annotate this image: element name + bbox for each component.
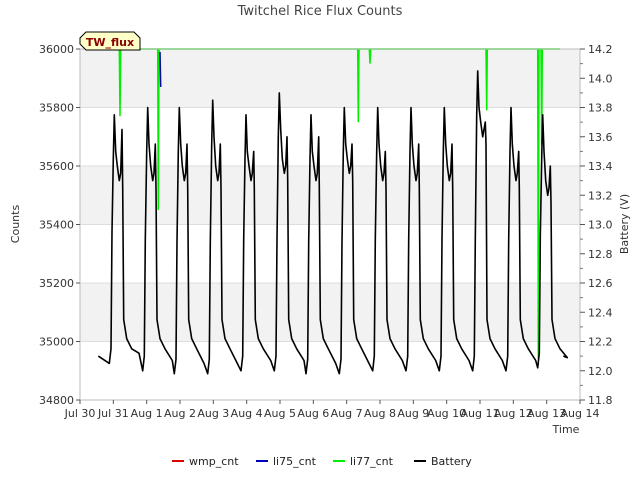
chart-title: Twitchel Rice Flux Counts xyxy=(237,4,403,19)
li75-cnt-line xyxy=(159,51,162,88)
legend-label: Battery xyxy=(431,455,472,468)
y-right-tick-label: 12.6 xyxy=(588,277,613,290)
x-axis: Jul 30 Jul 31 Aug 1 Aug 2 Aug 3 Aug 4 Aug 5 Aug… xyxy=(64,400,600,420)
y-right-tick-label: 12.4 xyxy=(588,306,613,319)
legend-label: li77_cnt xyxy=(350,455,394,468)
y-left-tick-label: 35000 xyxy=(39,336,74,349)
x-tick-label: Aug 3 xyxy=(197,407,229,420)
y-right-tick-label: 13.8 xyxy=(588,102,613,115)
x-tick-label: Jul 31 xyxy=(97,407,129,420)
y-left-tick-label: 35200 xyxy=(39,277,74,290)
x-axis-label: Time xyxy=(552,423,580,436)
y-right-tick-label: 13.4 xyxy=(588,160,613,173)
site-badge: TW_flux xyxy=(79,31,141,51)
y-right-tick-label: 13.2 xyxy=(588,189,613,202)
y-left-tick-label: 35600 xyxy=(39,160,74,173)
x-tick-label: Aug 7 xyxy=(331,407,363,420)
y-right-tick-label: 14.2 xyxy=(588,43,613,56)
site-badge-box xyxy=(79,31,141,51)
background-band xyxy=(80,166,580,225)
y-right-tick-label: 13.6 xyxy=(588,131,613,144)
y-left-tick-label: 35400 xyxy=(39,219,74,232)
y-axis-left-label: Counts xyxy=(9,205,22,244)
x-tick-label: Aug 9 xyxy=(397,407,429,420)
background-band xyxy=(80,49,580,108)
y-right-tick-label: 12.0 xyxy=(588,365,613,378)
y-right-tick-label: 11.8 xyxy=(588,394,613,407)
x-tick-label: Aug 11 xyxy=(461,407,500,420)
x-tick-label: Aug 12 xyxy=(494,407,533,420)
y-left-tick-label: 34800 xyxy=(39,394,74,407)
x-tick-label: Aug 4 xyxy=(231,407,263,420)
x-tick-label: Aug 8 xyxy=(364,407,396,420)
legend: wmp_cnt li75_cnt li77_cnt Battery xyxy=(172,455,472,468)
x-tick-label: Aug 13 xyxy=(527,407,566,420)
y-left-tick-label: 35800 xyxy=(39,102,74,115)
y-right-tick-label: 13.0 xyxy=(588,219,613,232)
site-badge-text: TW_flux xyxy=(86,36,134,49)
x-tick-label: Aug 6 xyxy=(297,407,329,420)
y-right-tick-label: 12.2 xyxy=(588,336,613,349)
background-bands xyxy=(80,49,580,342)
y-right-tick-label: 14.0 xyxy=(588,72,613,85)
battery-line xyxy=(97,70,569,375)
x-tick-label: Aug 5 xyxy=(264,407,296,420)
x-tick-label: Aug 10 xyxy=(427,407,466,420)
y-axis-left: 34800 35000 35200 35400 35600 35800 36000 xyxy=(39,43,80,407)
y-axis-right-label: Battery (V) xyxy=(618,194,631,254)
x-tick-label: Aug 1 xyxy=(131,407,163,420)
y-left-tick-label: 36000 xyxy=(39,43,74,56)
y-axis-right: 11.8 12.0 12.2 12.4 12.6 12.8 13.0 13.2 13.4 13.6… xyxy=(580,43,613,407)
legend-label: li75_cnt xyxy=(273,455,317,468)
y-right-tick-label: 12.8 xyxy=(588,248,613,261)
background-band xyxy=(80,283,580,342)
x-tick-label: Aug 2 xyxy=(164,407,196,420)
legend-label: wmp_cnt xyxy=(189,455,239,468)
x-tick-label: Jul 30 xyxy=(64,407,96,420)
x-tick-label: Aug 14 xyxy=(561,407,600,420)
